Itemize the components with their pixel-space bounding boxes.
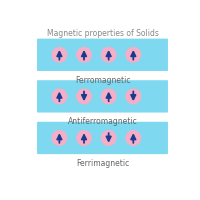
Circle shape xyxy=(76,130,92,146)
Text: Magnetic properties of Solids: Magnetic properties of Solids xyxy=(47,29,158,38)
Text: Ferrimagnetic: Ferrimagnetic xyxy=(76,159,129,168)
Text: Ferromagnetic: Ferromagnetic xyxy=(75,76,130,85)
Circle shape xyxy=(76,47,92,63)
Circle shape xyxy=(76,88,92,104)
Circle shape xyxy=(101,130,117,146)
FancyBboxPatch shape xyxy=(37,122,168,154)
Circle shape xyxy=(101,88,117,104)
FancyBboxPatch shape xyxy=(37,39,168,71)
Circle shape xyxy=(51,47,67,63)
Circle shape xyxy=(125,130,141,146)
Circle shape xyxy=(51,88,67,104)
Circle shape xyxy=(125,47,141,63)
Text: Antiferromagnetic: Antiferromagnetic xyxy=(68,117,137,126)
Circle shape xyxy=(51,130,67,146)
Circle shape xyxy=(125,88,141,104)
Circle shape xyxy=(101,47,117,63)
FancyBboxPatch shape xyxy=(37,80,168,113)
